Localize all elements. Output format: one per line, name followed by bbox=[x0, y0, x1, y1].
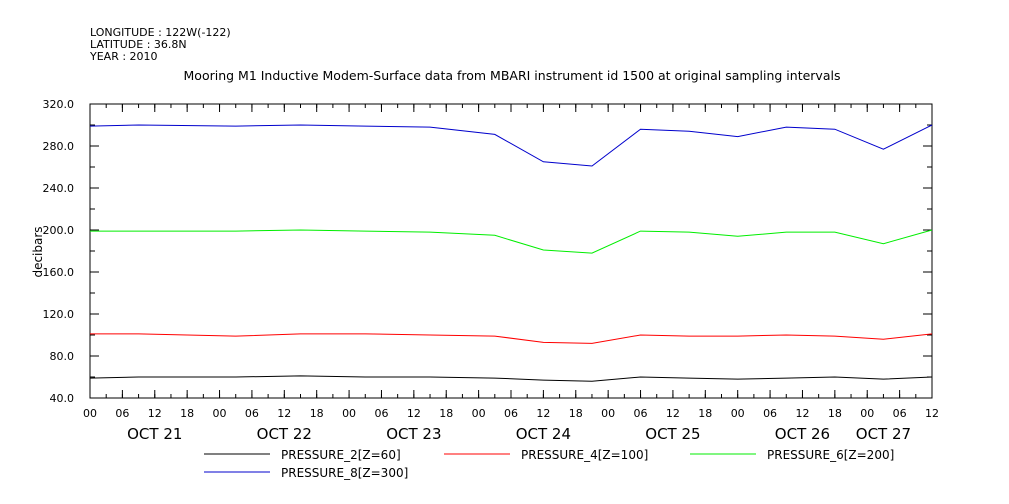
series-line bbox=[90, 333, 933, 344]
y-tick-label: 320.0 bbox=[43, 98, 75, 111]
x-tick-label: 06 bbox=[115, 407, 129, 420]
x-tick-label: 00 bbox=[472, 407, 486, 420]
x-tick-label: 12 bbox=[666, 407, 680, 420]
x-tick-label: 06 bbox=[504, 407, 518, 420]
legend: PRESSURE_2[Z=60] PRESSURE_4[Z=100] PRESSUR… bbox=[204, 448, 894, 480]
day-label: OCT 22 bbox=[257, 425, 312, 443]
x-tick-label: 00 bbox=[83, 407, 97, 420]
x-tick-label: 00 bbox=[601, 407, 615, 420]
x-tick-label: 18 bbox=[310, 407, 324, 420]
x-tick-label: 12 bbox=[407, 407, 421, 420]
y-axis-label: decibars bbox=[31, 226, 45, 277]
x-tick-label: 00 bbox=[342, 407, 356, 420]
axis-ticks bbox=[89, 103, 933, 399]
day-label: OCT 24 bbox=[516, 425, 571, 443]
day-labels: OCT 21 OCT 22 OCT 23 OCT 24 OCT 25 OCT 26 OCT … bbox=[127, 425, 911, 443]
y-tick-label: 80.0 bbox=[50, 350, 75, 363]
legend-label: PRESSURE_6[Z=200] bbox=[767, 448, 894, 462]
y-tick-labels: 40.0 80.0 120.0 160.0 200.0 240.0 280.0 320.0 bbox=[43, 98, 75, 405]
x-tick-labels: 00 06 12 18 00 06 12 18 00 06 12 18 00 06 12 18 00 06 12 18… bbox=[83, 407, 939, 420]
x-tick-label: 06 bbox=[763, 407, 777, 420]
x-tick-label: 12 bbox=[148, 407, 162, 420]
series-line bbox=[89, 124, 933, 167]
day-label: OCT 25 bbox=[645, 425, 700, 443]
legend-label: PRESSURE_2[Z=60] bbox=[281, 448, 401, 462]
y-tick-label: 120.0 bbox=[43, 308, 75, 321]
legend-label: PRESSURE_8[Z=300] bbox=[281, 466, 408, 480]
x-tick-label: 00 bbox=[860, 407, 874, 420]
x-tick-label: 12 bbox=[277, 407, 291, 420]
day-label: OCT 23 bbox=[386, 425, 441, 443]
x-tick-label: 06 bbox=[893, 407, 907, 420]
year-label: YEAR : 2010 bbox=[89, 50, 158, 63]
x-tick-label: 00 bbox=[213, 407, 227, 420]
chart-title: Mooring M1 Inductive Modem-Surface data … bbox=[184, 68, 841, 83]
y-tick-label: 40.0 bbox=[50, 392, 75, 405]
x-tick-label: 12 bbox=[795, 407, 809, 420]
y-tick-label: 160.0 bbox=[43, 266, 75, 279]
series-lines bbox=[89, 124, 933, 382]
x-tick-label: 06 bbox=[374, 407, 388, 420]
plot-frame bbox=[89, 103, 933, 399]
series-line bbox=[90, 229, 933, 254]
legend-label: PRESSURE_4[Z=100] bbox=[521, 448, 648, 462]
x-tick-label: 18 bbox=[698, 407, 712, 420]
x-tick-label: 18 bbox=[439, 407, 453, 420]
x-tick-label: 18 bbox=[180, 407, 194, 420]
x-tick-label: 18 bbox=[569, 407, 583, 420]
x-tick-label: 18 bbox=[828, 407, 842, 420]
day-label: OCT 27 bbox=[856, 425, 911, 443]
x-tick-label: 12 bbox=[925, 407, 939, 420]
x-tick-label: 06 bbox=[245, 407, 259, 420]
y-tick-label: 200.0 bbox=[43, 224, 75, 237]
x-tick-label: 06 bbox=[634, 407, 648, 420]
y-tick-label: 280.0 bbox=[43, 140, 75, 153]
day-label: OCT 21 bbox=[127, 425, 182, 443]
longitude-label: LONGITUDE : 122W(-122) bbox=[90, 26, 231, 39]
day-label: OCT 26 bbox=[775, 425, 830, 443]
x-tick-label: 12 bbox=[536, 407, 550, 420]
y-tick-label: 240.0 bbox=[43, 182, 75, 195]
x-tick-label: 00 bbox=[731, 407, 745, 420]
latitude-label: LATITUDE : 36.8N bbox=[90, 38, 187, 51]
series-line bbox=[89, 375, 933, 382]
